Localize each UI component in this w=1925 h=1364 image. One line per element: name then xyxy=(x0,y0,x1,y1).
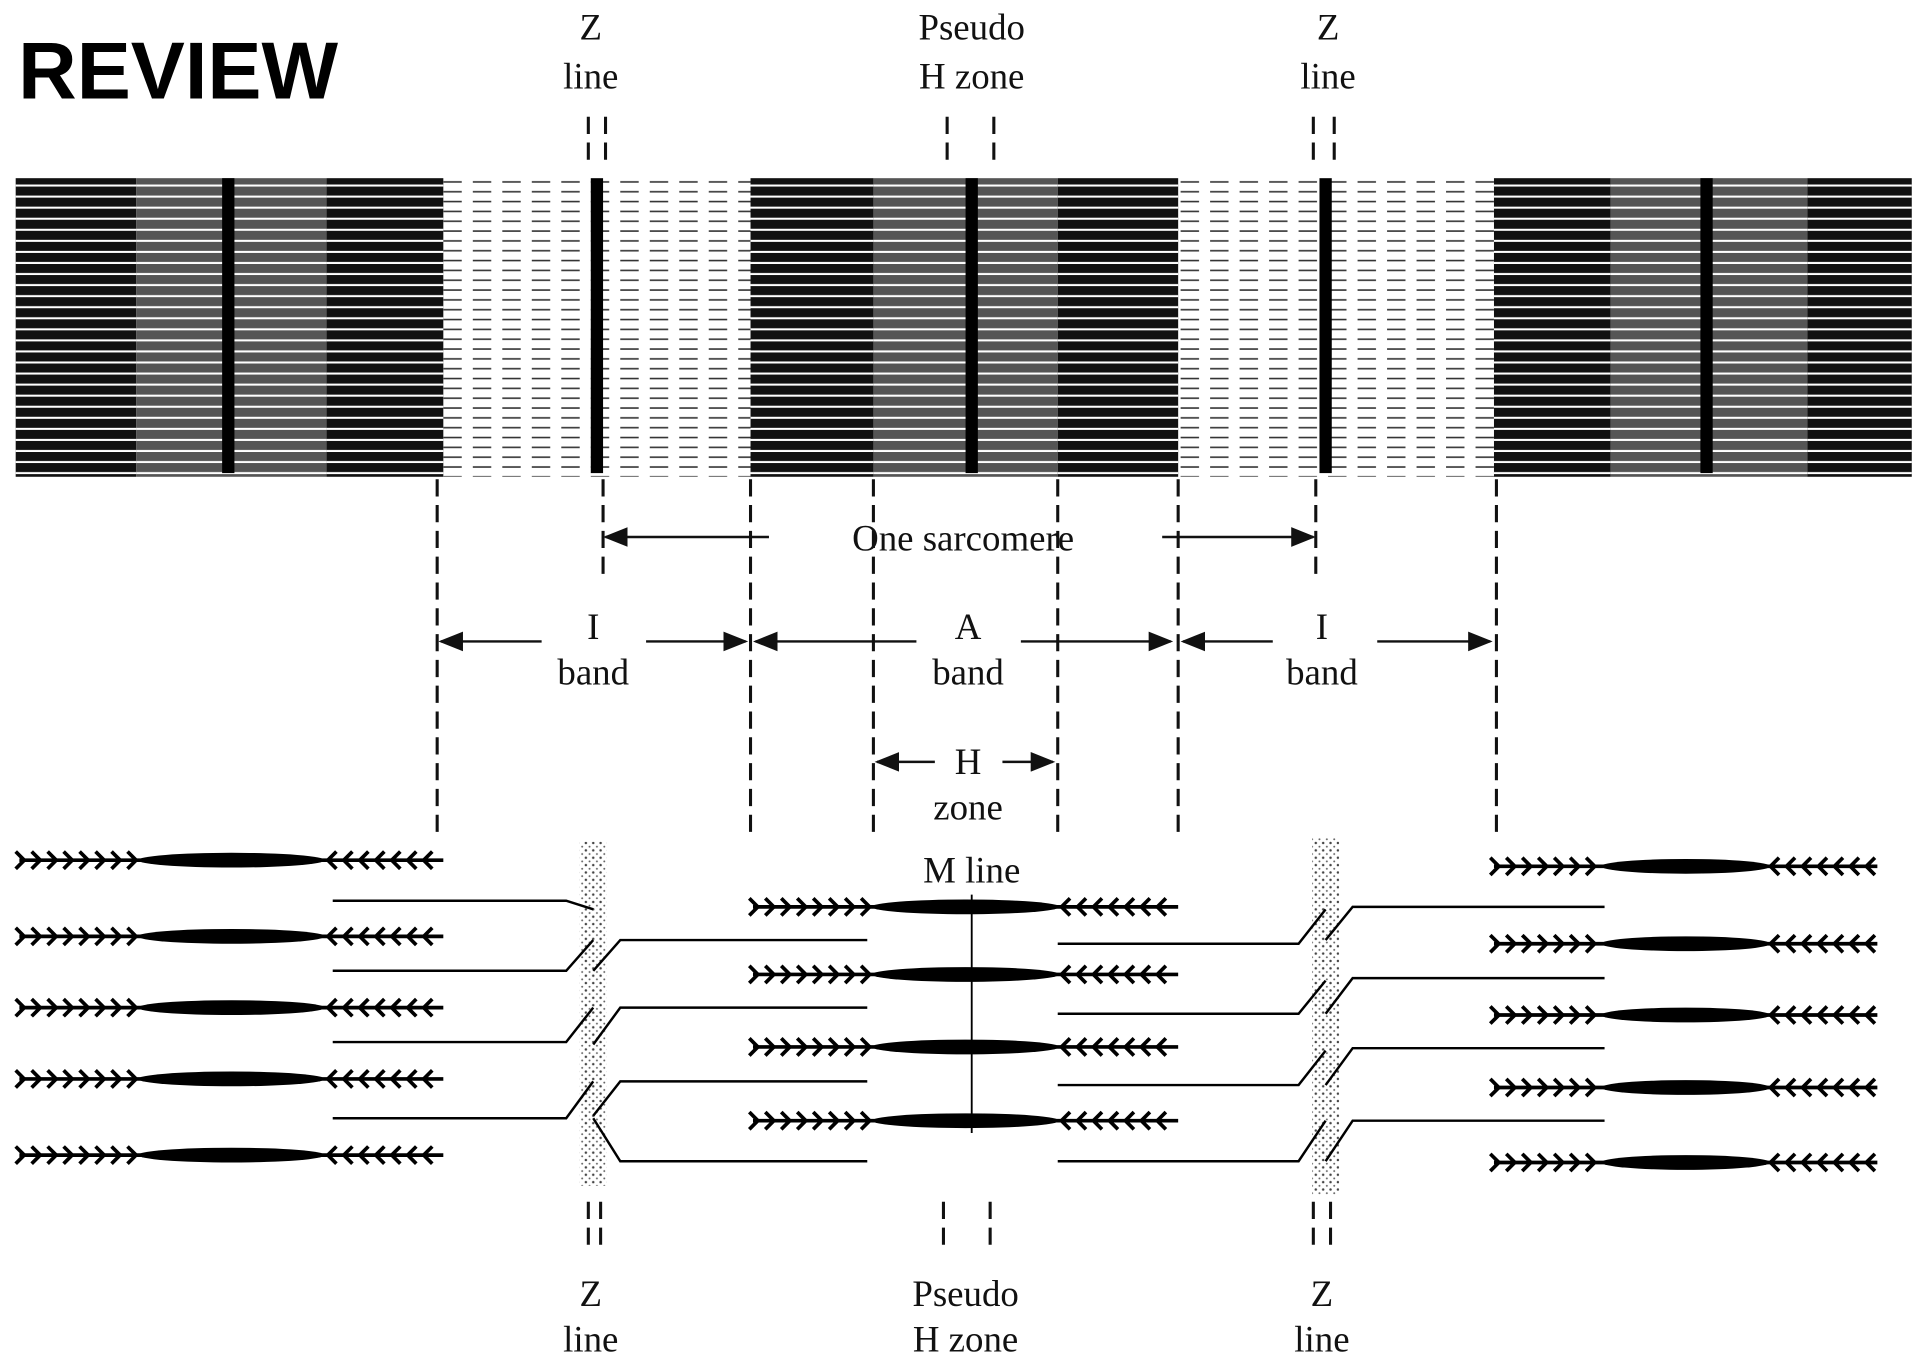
top-label: H zone xyxy=(919,55,1024,96)
guide-lines xyxy=(435,116,1498,1254)
myosin-heads xyxy=(1488,856,1877,877)
thick-filament-core xyxy=(138,1000,325,1016)
bottom-label: Z xyxy=(580,1273,603,1314)
thin-filament xyxy=(1057,1049,1327,1087)
myosin-heads xyxy=(747,896,1168,917)
thin-filament xyxy=(1057,979,1327,1016)
top-label: Z xyxy=(580,6,603,47)
thick-filament-core xyxy=(1601,1155,1771,1170)
top-label: Z xyxy=(1317,6,1340,47)
top-label: line xyxy=(563,55,618,96)
thin-filament xyxy=(1324,905,1605,941)
myosin-heads xyxy=(747,1037,1168,1057)
thick-filament-core xyxy=(138,928,325,944)
filaments xyxy=(14,838,1878,1195)
band-stripes xyxy=(15,178,137,477)
top-label: line xyxy=(1300,55,1355,96)
myosin-heads xyxy=(1488,1005,1877,1025)
z-disc-dark xyxy=(590,178,604,474)
band-label: I xyxy=(1316,606,1328,647)
thin-filament xyxy=(332,1006,595,1044)
thin-filament xyxy=(1057,908,1327,945)
bottom-label: Z xyxy=(1311,1273,1334,1314)
thick-filament-core xyxy=(138,1147,325,1163)
thin-filament xyxy=(332,899,594,911)
band-stripes xyxy=(1807,178,1912,477)
band-label: A xyxy=(955,606,982,647)
h-zone-label: H xyxy=(955,741,982,782)
thick-filament-core xyxy=(872,967,1060,982)
thin-filament xyxy=(332,939,595,973)
thin-filament xyxy=(1324,1046,1605,1086)
thick-filament-core xyxy=(138,852,325,868)
band-stripes xyxy=(326,178,444,477)
z-disc-dark xyxy=(1319,178,1332,474)
myosin-heads xyxy=(14,850,434,871)
bottom-label: line xyxy=(1294,1319,1349,1360)
bottom-label: line xyxy=(563,1319,618,1360)
band-stripes xyxy=(1057,178,1179,477)
myosin-heads xyxy=(14,997,434,1018)
thin-filament xyxy=(592,1080,868,1117)
myosin-heads xyxy=(1488,1152,1877,1173)
myosin-heads xyxy=(14,926,434,947)
band-stripes xyxy=(1493,178,1611,477)
z-disc-dark xyxy=(965,178,978,474)
thick-filament-core xyxy=(1601,936,1771,952)
thick-filament-core xyxy=(872,1039,1060,1055)
myosin-heads xyxy=(14,1145,434,1166)
myosin-heads xyxy=(1488,1077,1877,1098)
myosin-heads xyxy=(747,964,1168,985)
thin-filament xyxy=(1324,1119,1605,1162)
thin-filament xyxy=(592,1117,868,1163)
sarcomere-label: One sarcomere xyxy=(852,518,1074,559)
thick-filament-core xyxy=(1601,1080,1771,1095)
z-disc xyxy=(579,841,607,1186)
band-label: band xyxy=(1286,651,1358,692)
m-line-label: M line xyxy=(923,849,1020,890)
band-label: band xyxy=(557,651,629,692)
light-band xyxy=(1178,178,1494,477)
h-zone-label: zone xyxy=(933,787,1003,828)
thin-filament xyxy=(592,1006,868,1046)
striated-band xyxy=(15,178,1912,477)
z-disc-dark xyxy=(1700,178,1713,474)
band-label: I xyxy=(587,606,599,647)
myosin-heads xyxy=(1488,933,1877,954)
thin-filament xyxy=(1324,976,1605,1015)
myosin-heads xyxy=(14,1069,434,1089)
top-label: Pseudo xyxy=(918,6,1025,47)
thick-filament-core xyxy=(1601,858,1771,874)
thick-filament-core xyxy=(138,1071,325,1087)
z-disc xyxy=(1312,838,1340,1195)
bottom-label: H zone xyxy=(913,1319,1018,1360)
thin-filament xyxy=(332,1080,595,1120)
thick-filament-core xyxy=(872,899,1060,915)
myosin-heads xyxy=(747,1110,1168,1131)
thick-filament-core xyxy=(1601,1007,1771,1023)
thin-filament xyxy=(1057,1120,1327,1163)
bottom-label: Pseudo xyxy=(912,1273,1019,1314)
thick-filament-core xyxy=(872,1113,1060,1129)
title: REVIEW xyxy=(18,26,338,116)
band-label: band xyxy=(932,651,1004,692)
band-stripes xyxy=(750,178,874,477)
z-disc-dark xyxy=(222,178,235,474)
thin-filament xyxy=(592,938,868,972)
